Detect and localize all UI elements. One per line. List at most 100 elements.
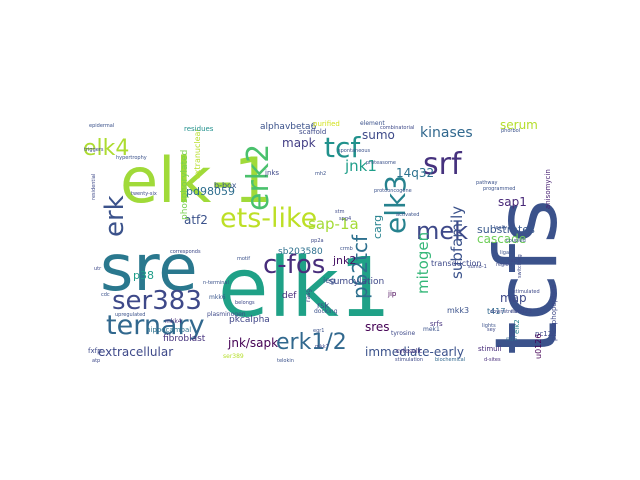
word-tyrosine: tyrosine bbox=[391, 330, 416, 338]
word-elk4: elk4 bbox=[83, 135, 130, 161]
word-sb203580: sb203580 bbox=[278, 246, 323, 257]
word-coupled: coupled bbox=[506, 237, 526, 244]
word-rsk: rsk bbox=[317, 301, 330, 311]
word-motif: motif bbox=[237, 255, 251, 262]
word-t417: t417 bbox=[487, 307, 506, 317]
word-combinatorial: combinatorial bbox=[380, 124, 415, 131]
word-mek1: mek1 bbox=[423, 326, 440, 334]
word-mkk4: mkk4 bbox=[165, 318, 182, 326]
word-utr: utr bbox=[94, 265, 102, 272]
word-immediate-early: immediate-early bbox=[365, 345, 464, 360]
word-elk1: elk1 bbox=[218, 240, 391, 336]
word-spontaneous: spontaneous bbox=[338, 147, 371, 154]
word-def: def bbox=[282, 290, 297, 301]
word-14q32: 14q32 bbox=[396, 166, 435, 181]
word-programmed: programmed bbox=[483, 185, 516, 192]
word-activated: activated bbox=[396, 211, 420, 218]
word-substrates: substrates bbox=[477, 222, 535, 236]
word-element: element bbox=[360, 120, 385, 128]
word-jnk1: jnk1 bbox=[345, 156, 377, 175]
word-sres: sres bbox=[365, 320, 390, 335]
word-serum: serum bbox=[500, 118, 538, 133]
word-jnk-sapk: jnk/sapk bbox=[228, 336, 279, 351]
word-downstream: downstream bbox=[490, 308, 522, 315]
word-mkk6: mkk6 bbox=[209, 294, 226, 302]
word-purified: purified bbox=[313, 120, 340, 129]
word-ser389: ser389 bbox=[223, 353, 244, 361]
word-stm: stm bbox=[335, 208, 345, 215]
word-mek: mek bbox=[416, 217, 469, 246]
word-corresponds: corresponds bbox=[170, 248, 201, 255]
word-lights: lights bbox=[482, 322, 496, 329]
word-n-terminal: n-terminal bbox=[203, 279, 229, 286]
word-pc12: pc12 bbox=[535, 330, 553, 339]
word-stimulated: stimulated bbox=[513, 288, 540, 295]
word-sap-1a: sap-1a bbox=[308, 214, 359, 233]
word-cdc: cdc bbox=[101, 291, 110, 298]
word-leaky: leaky bbox=[494, 224, 508, 231]
word-sey: sey bbox=[487, 326, 496, 333]
word-cascade: cascade bbox=[477, 232, 527, 247]
word-elk3: elk3 bbox=[379, 174, 412, 234]
word-region: region bbox=[496, 261, 512, 268]
word-protooncogene: protooncogene bbox=[374, 187, 412, 194]
word-med23: med23 bbox=[511, 308, 532, 316]
word-ets-like: ets-like bbox=[220, 202, 318, 234]
word-tcf: tcf bbox=[324, 131, 361, 165]
word-mitogen: mitogen bbox=[414, 231, 432, 294]
word-sumo-1: sumo-1 bbox=[468, 263, 487, 270]
word-docking: docking bbox=[314, 308, 338, 316]
word-fxfp: fxfp bbox=[88, 347, 102, 356]
word-ternary: ternary bbox=[106, 309, 205, 341]
word-jnks: jnks bbox=[265, 169, 280, 178]
word-jip: jip bbox=[388, 290, 397, 299]
word-d-sites: d-sites bbox=[484, 356, 501, 363]
word-carg: carg bbox=[371, 214, 384, 239]
word-upregulated: upregulated bbox=[115, 311, 146, 318]
word-ser383: ser383 bbox=[112, 285, 202, 316]
word-alphavbeta6: alphavbeta6 bbox=[260, 121, 317, 132]
word-erk: erk bbox=[100, 195, 130, 237]
word-c-fos: c-fos bbox=[263, 249, 326, 280]
word-ieg: ieg bbox=[323, 276, 336, 286]
word-epidermal: epidermal bbox=[89, 122, 115, 129]
word-map: map bbox=[500, 291, 527, 306]
word-erk2: erk2 bbox=[241, 143, 276, 211]
word-telokin: telokin bbox=[277, 357, 294, 364]
word-cytosolic: cytosolic bbox=[396, 348, 423, 356]
word-b-box: b-box bbox=[214, 181, 237, 191]
word-transduction: transduction bbox=[431, 259, 482, 269]
word-residential: residential bbox=[91, 173, 97, 200]
word-proteasome: proteasome bbox=[366, 159, 396, 166]
word-spg4: spg4 bbox=[339, 215, 352, 222]
word-egr1: egr1 bbox=[313, 327, 325, 334]
word-sumo: sumo bbox=[362, 128, 395, 143]
word-fibroblast: fibroblast bbox=[163, 333, 206, 344]
word-biochemical: biochemical bbox=[435, 356, 466, 363]
word-p38: p38 bbox=[133, 268, 154, 282]
word-atf2: atf2 bbox=[184, 213, 208, 228]
word-atp: atp bbox=[92, 357, 101, 364]
word-mh2: mh2 bbox=[315, 170, 327, 177]
word-mapk: mapk bbox=[282, 136, 316, 151]
word-elk-1: elk-1 bbox=[120, 144, 274, 218]
word-nd5: nd5 bbox=[506, 336, 518, 344]
word-phosphorylated: phosphorylated bbox=[180, 149, 190, 220]
word-pathway: pathway bbox=[476, 179, 498, 186]
word-pkcalpha: pkcalpha bbox=[229, 314, 270, 325]
word-sre: sre bbox=[100, 231, 198, 306]
word-mkk3: mkk3 bbox=[447, 306, 470, 316]
word-pp2a: pp2a bbox=[311, 237, 324, 244]
word-u0126: u0126 bbox=[534, 333, 543, 359]
word-crmb: crmb bbox=[340, 245, 353, 252]
word-kinases: kinases bbox=[420, 124, 473, 141]
word-mkk7: mkk7 bbox=[315, 343, 329, 350]
word-sumoylation: sumoylation bbox=[329, 276, 385, 287]
word-extracellular: extracellular bbox=[98, 345, 174, 360]
word-srfs: srfs bbox=[430, 320, 443, 329]
word-twenty-six: twenty-six bbox=[131, 190, 157, 197]
word-p62tcf: p62tcf bbox=[348, 234, 372, 299]
word-elk2: elk2 bbox=[513, 319, 521, 334]
word-srf: srf bbox=[423, 147, 462, 183]
word-switching: switching bbox=[517, 254, 523, 278]
